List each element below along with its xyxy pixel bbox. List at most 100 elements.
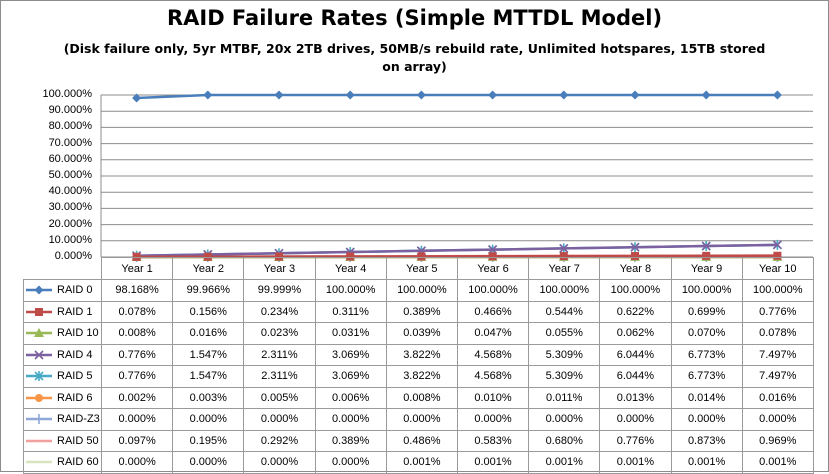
data-cell: 0.039% <box>386 323 457 345</box>
series-name: RAID 0 <box>57 284 92 296</box>
data-cell: 6.773% <box>671 344 742 366</box>
data-cell: 6.044% <box>600 366 671 388</box>
data-cell: 99.999% <box>244 280 315 302</box>
category-header: Year 6 <box>457 258 528 280</box>
series-legend-cell: RAID 10 <box>24 323 102 345</box>
data-cell: 0.031% <box>315 323 386 345</box>
data-cell: 0.006% <box>315 387 386 409</box>
series-line <box>137 95 778 98</box>
data-cell: 0.486% <box>386 430 457 452</box>
data-cell: 0.776% <box>102 366 173 388</box>
data-cell: 0.011% <box>529 387 600 409</box>
data-cell: 100.000% <box>742 280 813 302</box>
data-cell: 0.003% <box>173 387 244 409</box>
series-legend-cell: RAID 50 <box>24 430 102 452</box>
category-header: Year 2 <box>173 258 244 280</box>
data-cell: 0.000% <box>173 409 244 431</box>
data-cell: 0.622% <box>600 301 671 323</box>
data-cell: 0.000% <box>102 452 173 474</box>
data-cell: 1.547% <box>173 366 244 388</box>
data-cell: 0.000% <box>742 409 813 431</box>
data-cell: 0.008% <box>102 323 173 345</box>
legend-key-icon <box>24 392 54 404</box>
series-name: RAID 4 <box>57 349 92 361</box>
legend-marker <box>35 308 43 316</box>
data-cell: 0.156% <box>173 301 244 323</box>
legend-marker <box>35 286 44 295</box>
legend-key-icon <box>24 413 54 425</box>
data-cell: 0.583% <box>457 430 528 452</box>
data-cell: 0.292% <box>244 430 315 452</box>
point-marker <box>275 91 284 100</box>
series-raid-0 <box>132 91 782 103</box>
category-header: Year 4 <box>315 258 386 280</box>
legend-key-icon <box>24 327 54 339</box>
data-cell: 6.773% <box>671 366 742 388</box>
category-header: Year 7 <box>529 258 600 280</box>
category-header: Year 10 <box>742 258 813 280</box>
legend-key-icon <box>24 456 54 468</box>
legend-key-icon <box>24 435 54 447</box>
data-cell: 0.000% <box>315 409 386 431</box>
data-cell: 0.466% <box>457 301 528 323</box>
series-name: RAID 6 <box>57 392 92 404</box>
data-cell: 100.000% <box>315 280 386 302</box>
data-cell: 2.311% <box>244 344 315 366</box>
data-cell: 3.822% <box>386 366 457 388</box>
data-cell: 0.000% <box>386 409 457 431</box>
data-cell: 100.000% <box>386 280 457 302</box>
data-cell: 0.078% <box>102 301 173 323</box>
data-cell: 0.776% <box>600 430 671 452</box>
data-cell: 1.547% <box>173 344 244 366</box>
data-cell: 0.002% <box>102 387 173 409</box>
data-cell: 0.016% <box>173 323 244 345</box>
series-name: RAID 60 <box>57 456 99 468</box>
series-line <box>137 245 778 256</box>
data-cell: 100.000% <box>457 280 528 302</box>
legend-marker <box>34 414 44 424</box>
legend-key-icon <box>24 306 54 318</box>
category-header: Year 9 <box>671 258 742 280</box>
point-marker <box>417 91 426 100</box>
data-cell: 0.055% <box>529 323 600 345</box>
point-marker <box>346 91 355 100</box>
category-header: Year 3 <box>244 258 315 280</box>
data-cell: 0.000% <box>315 452 386 474</box>
data-cell: 3.822% <box>386 344 457 366</box>
series-name: RAID 50 <box>57 435 99 447</box>
series-legend-cell: RAID 5 <box>24 366 102 388</box>
data-cell: 0.070% <box>671 323 742 345</box>
series-name: RAID-Z3 <box>57 413 100 425</box>
data-cell: 0.013% <box>600 387 671 409</box>
category-header: Year 5 <box>386 258 457 280</box>
legend-key-icon <box>24 349 54 361</box>
series-legend-cell: RAID-Z3 <box>24 409 102 431</box>
data-cell: 0.047% <box>457 323 528 345</box>
data-cell: 5.309% <box>529 344 600 366</box>
data-cell: 0.699% <box>671 301 742 323</box>
data-cell: 100.000% <box>529 280 600 302</box>
data-cell: 0.001% <box>600 452 671 474</box>
data-cell: 0.078% <box>742 323 813 345</box>
data-cell: 100.000% <box>600 280 671 302</box>
point-marker <box>35 394 43 402</box>
data-cell: 0.097% <box>102 430 173 452</box>
header-blank-cell <box>24 258 102 280</box>
series-name: RAID 1 <box>57 306 92 318</box>
data-cell: 0.000% <box>173 452 244 474</box>
data-cell: 0.873% <box>671 430 742 452</box>
data-cell: 3.069% <box>315 366 386 388</box>
data-cell: 0.389% <box>386 301 457 323</box>
data-cell: 0.000% <box>102 409 173 431</box>
data-cell: 7.497% <box>742 344 813 366</box>
data-cell: 0.776% <box>742 301 813 323</box>
data-cell: 0.000% <box>457 409 528 431</box>
data-cell: 0.000% <box>671 409 742 431</box>
data-cell: 0.008% <box>386 387 457 409</box>
